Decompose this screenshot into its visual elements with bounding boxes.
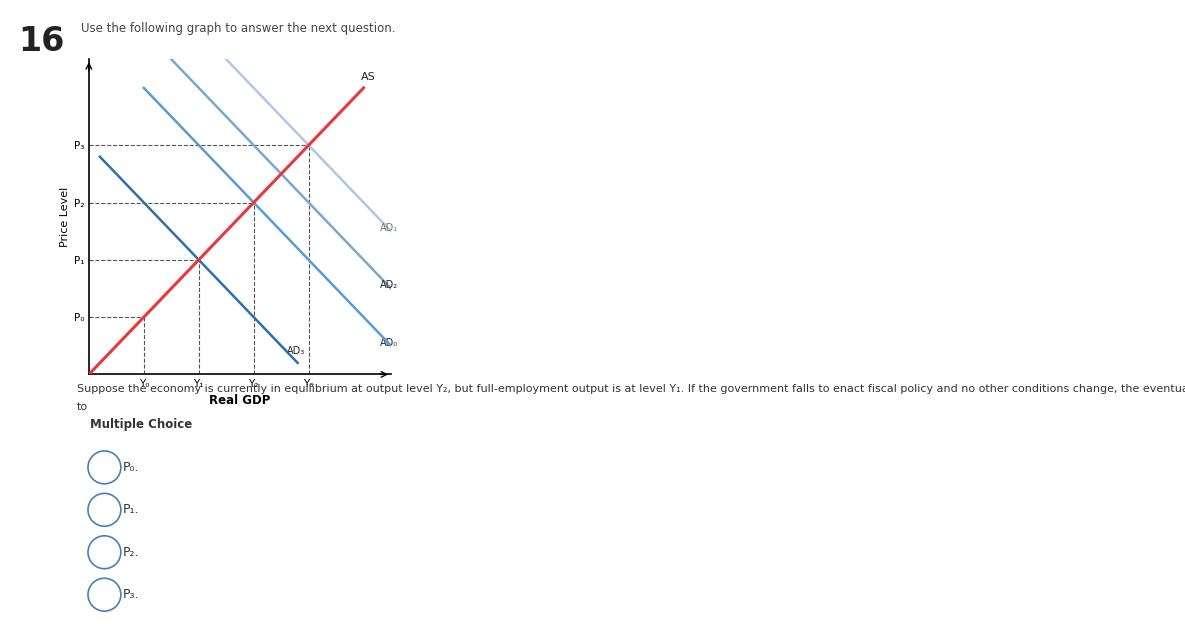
Text: to: to [77,402,88,412]
Text: AD₂: AD₂ [380,280,398,290]
Text: P₂.: P₂. [123,546,140,558]
Text: AS: AS [361,72,376,82]
Text: P₀.: P₀. [123,461,140,474]
Text: AD₁: AD₁ [380,223,398,233]
Y-axis label: Price Level: Price Level [60,187,70,247]
Text: AD₃: AD₃ [287,346,305,356]
Text: Multiple Choice: Multiple Choice [90,419,192,431]
Text: P₁.: P₁. [123,504,140,516]
Text: P₃.: P₃. [123,588,140,601]
Text: Use the following graph to answer the next question.: Use the following graph to answer the ne… [81,22,395,35]
Text: 16: 16 [18,25,64,58]
Text: Suppose the economy is currently in equilibrium at output level Y₂, but full-emp: Suppose the economy is currently in equi… [77,384,1185,394]
X-axis label: Real GDP: Real GDP [210,394,270,407]
Text: AD₀: AD₀ [380,338,398,348]
